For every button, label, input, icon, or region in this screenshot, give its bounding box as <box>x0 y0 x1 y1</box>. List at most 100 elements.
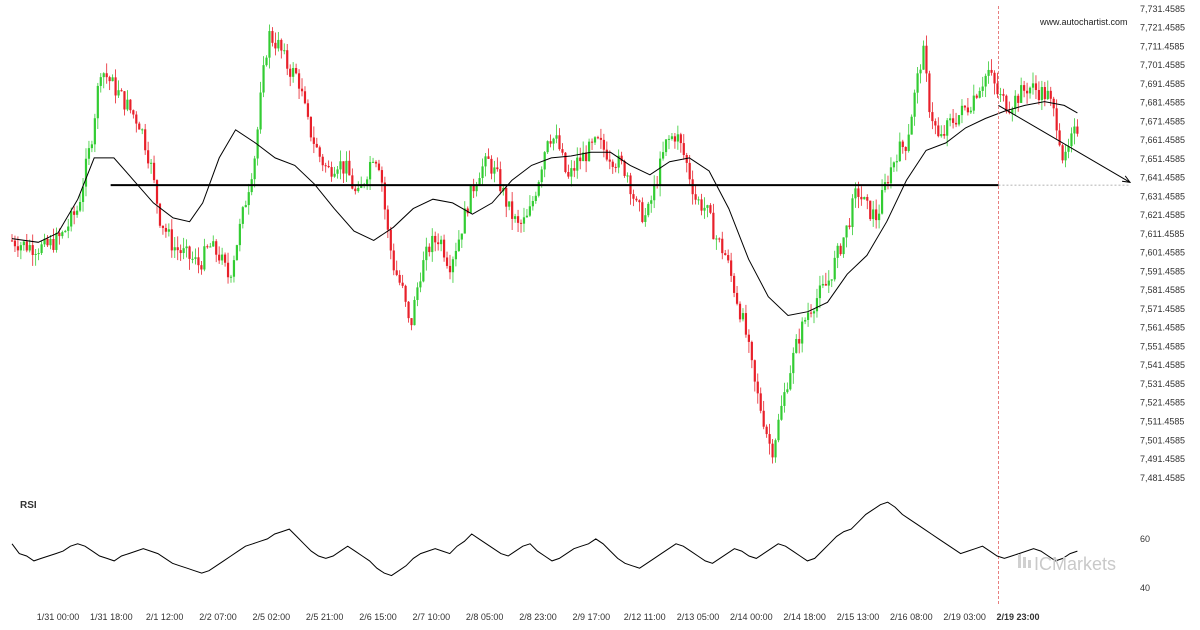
candle-body <box>253 158 256 180</box>
candle-body <box>235 245 239 261</box>
price-y-tick-label: 7,531.4585 <box>1140 379 1185 389</box>
candle-body <box>413 299 416 326</box>
candle-body <box>718 238 721 240</box>
candle-body <box>40 244 43 254</box>
price-y-tick-label: 7,691.4585 <box>1140 79 1185 89</box>
candle-body <box>229 276 233 278</box>
candle-body <box>64 230 67 233</box>
candle-body <box>93 118 96 145</box>
candle-body <box>141 129 144 131</box>
price-y-tick-label: 7,701.4585 <box>1140 60 1185 70</box>
candle-body <box>256 129 259 159</box>
candle-body <box>916 73 919 93</box>
candle-body <box>37 253 40 255</box>
candle-body <box>647 203 650 216</box>
candle-body <box>741 313 745 320</box>
candle-body <box>99 77 102 86</box>
candle-body <box>348 160 351 176</box>
candle-body <box>472 185 475 192</box>
candle-body <box>845 225 848 238</box>
candle-body <box>724 253 727 256</box>
candle-body <box>735 292 739 304</box>
watermark-url: www.autochartist.com <box>1039 17 1128 27</box>
candle-body <box>87 148 91 159</box>
candle-body <box>827 280 830 286</box>
x-tick-label: 2/14 00:00 <box>730 612 773 622</box>
candle-body <box>549 141 552 144</box>
candle-body <box>587 141 591 162</box>
candle-body <box>626 175 629 177</box>
candle-body <box>951 118 955 123</box>
candle-body <box>727 255 730 261</box>
candle-body <box>673 136 677 142</box>
candle-body <box>268 31 271 58</box>
candle-body <box>286 50 289 69</box>
candle-body <box>1049 90 1052 99</box>
price-y-tick-label: 7,651.4585 <box>1140 154 1185 164</box>
x-tick-label: 1/31 18:00 <box>90 612 133 622</box>
candle-body <box>410 318 413 326</box>
x-tick-label: 2/5 21:00 <box>306 612 344 622</box>
candle-body <box>1025 90 1029 94</box>
candle-body <box>969 110 972 113</box>
candle-body <box>206 246 209 248</box>
candle-body <box>895 161 898 163</box>
rsi-title: RSI <box>20 500 37 511</box>
candle-body <box>783 392 786 406</box>
candle-body <box>570 168 573 177</box>
candle-body <box>155 180 159 204</box>
candle-body <box>907 134 910 151</box>
price-y-tick-label: 7,601.4585 <box>1140 248 1185 258</box>
candle-body <box>454 250 458 260</box>
brand-text: ICMarkets <box>1034 554 1116 574</box>
candle-body <box>173 247 176 251</box>
candle-body <box>416 287 419 300</box>
candle-body <box>138 123 141 130</box>
candle-body <box>910 116 913 135</box>
price-y-tick-label: 7,481.4585 <box>1140 473 1185 483</box>
candle-body <box>395 270 398 275</box>
candle-body <box>170 229 173 251</box>
candle-body <box>407 301 410 319</box>
candle-body <box>419 281 422 288</box>
candle-body <box>389 229 392 251</box>
candle-body <box>889 167 893 184</box>
candle-body <box>531 201 534 207</box>
x-tick-label: 2/8 23:00 <box>519 612 557 622</box>
candle-body <box>392 250 395 271</box>
candle-body <box>1014 95 1017 109</box>
candle-body <box>602 139 605 150</box>
candle-body <box>605 149 608 160</box>
candle-body <box>244 205 247 208</box>
x-axis: 1/31 00:00 1/31 18:00 2/1 12:00 2/2 07:00 2/… <box>37 612 1040 622</box>
candle-body <box>540 169 543 183</box>
candle-body <box>839 245 842 255</box>
candle-body <box>682 143 685 156</box>
candle-body <box>132 110 135 115</box>
candle-body <box>691 179 694 195</box>
candle-body <box>798 338 801 344</box>
candle-body <box>404 285 407 302</box>
candle-body <box>801 321 804 344</box>
candle-body <box>315 143 318 148</box>
candle-body <box>762 410 765 427</box>
candle-body <box>330 167 333 177</box>
candle-body <box>386 209 389 230</box>
candle-body <box>830 279 833 281</box>
candle-body <box>481 166 484 179</box>
candle-body <box>360 184 363 188</box>
candle-body <box>321 156 324 166</box>
candle-body <box>848 225 851 228</box>
candle-body <box>81 186 85 203</box>
candle-body <box>558 135 561 150</box>
candle-body <box>996 83 999 95</box>
candle-body <box>434 235 437 243</box>
candle-body <box>487 156 490 159</box>
candle-body <box>659 158 662 186</box>
candle-body <box>442 239 446 258</box>
candle-body <box>975 95 978 98</box>
candle-body <box>771 443 774 458</box>
price-y-tick-label: 7,621.4585 <box>1140 210 1185 220</box>
candle-body <box>274 42 277 49</box>
candle-body <box>593 137 597 143</box>
